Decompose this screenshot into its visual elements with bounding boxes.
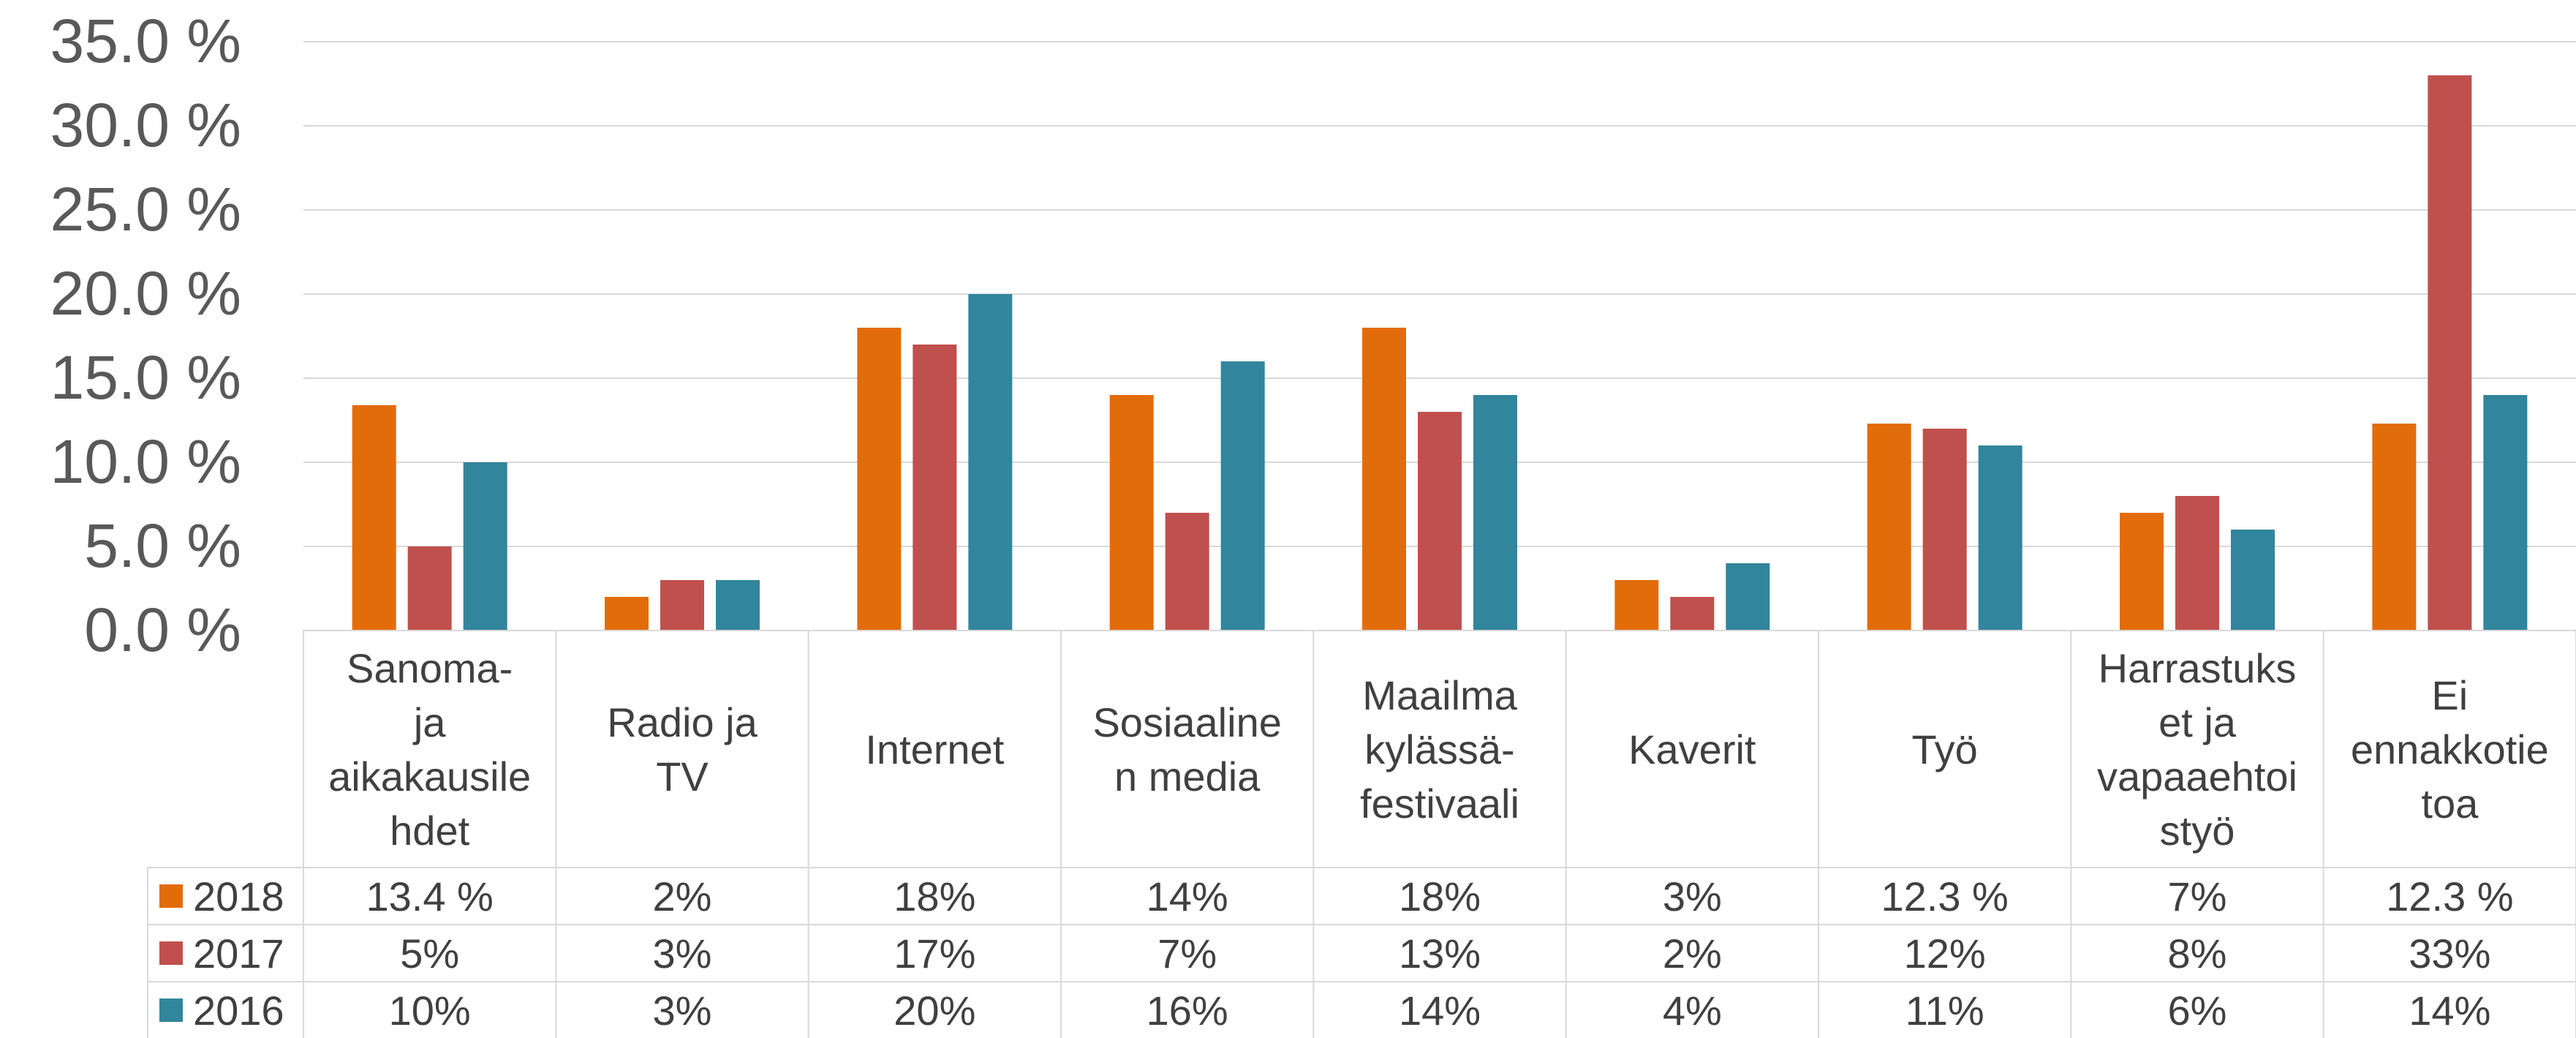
category-label: kylässä- — [1364, 726, 1514, 772]
category-label: hdet — [390, 808, 469, 854]
category-label: festivaali — [1360, 781, 1519, 827]
legend-label: 2016 — [193, 988, 284, 1034]
bars — [352, 75, 2528, 631]
data-label: 33% — [2409, 930, 2490, 977]
category-label: vapaaehtoi — [2097, 753, 2297, 800]
y-tick-label: 10.0 % — [50, 427, 241, 496]
y-tick-label: 0.0 % — [84, 595, 241, 664]
bar-2017 — [1922, 429, 1967, 631]
data-label: 14% — [1147, 873, 1228, 919]
bar-2016 — [716, 580, 760, 631]
bar-2018 — [1867, 424, 1911, 631]
data-label: 13% — [1399, 930, 1481, 977]
data-label: 3% — [653, 988, 712, 1034]
data-label: 12.3 % — [1881, 873, 2008, 919]
bar-2018 — [2372, 424, 2417, 631]
data-label: 12% — [1904, 930, 1986, 977]
bar-2016 — [463, 462, 507, 631]
legend-swatch-2017 — [159, 941, 183, 965]
legend-swatch-2018 — [159, 884, 183, 908]
category-label: TV — [656, 753, 709, 800]
category-label: Internet — [865, 726, 1004, 772]
bar-2017 — [660, 580, 704, 631]
data-label: 7% — [1157, 930, 1217, 977]
category-label: Ei — [2431, 672, 2468, 718]
bar-2016 — [1473, 395, 1517, 631]
bar-2016 — [1220, 361, 1265, 631]
data-label: 17% — [894, 930, 975, 977]
category-label: toa — [2421, 781, 2479, 827]
bar-2016 — [1978, 445, 2022, 631]
data-label: 2% — [653, 873, 712, 919]
category-label: ennakkotie — [2351, 726, 2549, 772]
category-label: Sanoma- — [347, 645, 513, 691]
data-label: 14% — [2409, 988, 2490, 1034]
bar-2016 — [2483, 395, 2528, 631]
data-label: 7% — [2168, 873, 2227, 919]
category-label: Maailma — [1362, 672, 1517, 718]
category-label: styö — [2160, 808, 2235, 854]
data-label: 20% — [894, 988, 975, 1034]
data-label: 8% — [2168, 930, 2227, 977]
category-label: Sosiaaline — [1092, 699, 1281, 745]
data-label: 14% — [1399, 988, 1481, 1034]
y-tick-label: 25.0 % — [50, 175, 241, 244]
category-label: aikakausile — [328, 753, 531, 800]
y-tick-label: 35.0 % — [50, 7, 241, 75]
y-tick-label: 5.0 % — [84, 511, 241, 580]
category-label: ja — [412, 699, 446, 745]
gridlines — [303, 41, 2576, 547]
bar-2018 — [1109, 395, 1154, 631]
data-label: 6% — [2168, 988, 2227, 1034]
legend-label: 2017 — [193, 930, 284, 977]
category-label: Työ — [1912, 726, 1978, 772]
category-label: et ja — [2158, 699, 2237, 745]
legend-label: 2018 — [193, 873, 284, 919]
bar-2016 — [2231, 530, 2275, 631]
data-label: 16% — [1147, 988, 1228, 1034]
data-label: 3% — [1663, 873, 1722, 919]
data-label: 12.3 % — [2386, 873, 2513, 919]
bar-2018 — [2120, 513, 2164, 631]
y-axis: 0.0 % 5.0 % 10.0 % 15.0 % 20.0 % 25.0 % 30.0 %… — [50, 7, 241, 664]
category-label: Radio ja — [607, 699, 758, 745]
bar-2018 — [605, 597, 649, 631]
bar-2016 — [968, 294, 1013, 631]
bar-2018 — [857, 328, 902, 631]
y-tick-label: 15.0 % — [50, 343, 241, 412]
y-tick-label: 20.0 % — [50, 259, 241, 328]
bar-2017 — [1670, 597, 1715, 631]
data-label: 13.4 % — [366, 873, 493, 919]
data-label: 2% — [1663, 930, 1722, 977]
bar-2017 — [407, 546, 452, 631]
bar-2018 — [352, 405, 396, 631]
category-label: n media — [1114, 753, 1261, 800]
data-label: 18% — [1399, 873, 1481, 919]
category-label: Kaverit — [1628, 726, 1756, 772]
data-label: 3% — [653, 930, 712, 977]
bar-2018 — [1362, 328, 1406, 631]
legend-swatch-2016 — [159, 998, 183, 1022]
data-label: 5% — [400, 930, 459, 977]
y-tick-label: 30.0 % — [50, 91, 241, 159]
data-label: 10% — [389, 988, 471, 1034]
data-label: 11% — [1905, 988, 1984, 1034]
data-label: 18% — [894, 873, 975, 919]
bar-2017 — [1418, 412, 1462, 631]
bar-2018 — [1614, 580, 1659, 631]
bar-2017 — [2428, 75, 2472, 631]
data-table: Sanoma-ja aikakausile hdet Radio ja TV Intern… — [147, 630, 2576, 1038]
bar-2017 — [2175, 496, 2219, 631]
bar-2017 — [1165, 513, 1209, 631]
bar-2017 — [913, 345, 957, 631]
data-label: 4% — [1663, 988, 1722, 1034]
category-label: Harrastuks — [2099, 645, 2297, 691]
bar-2016 — [1726, 563, 1770, 631]
